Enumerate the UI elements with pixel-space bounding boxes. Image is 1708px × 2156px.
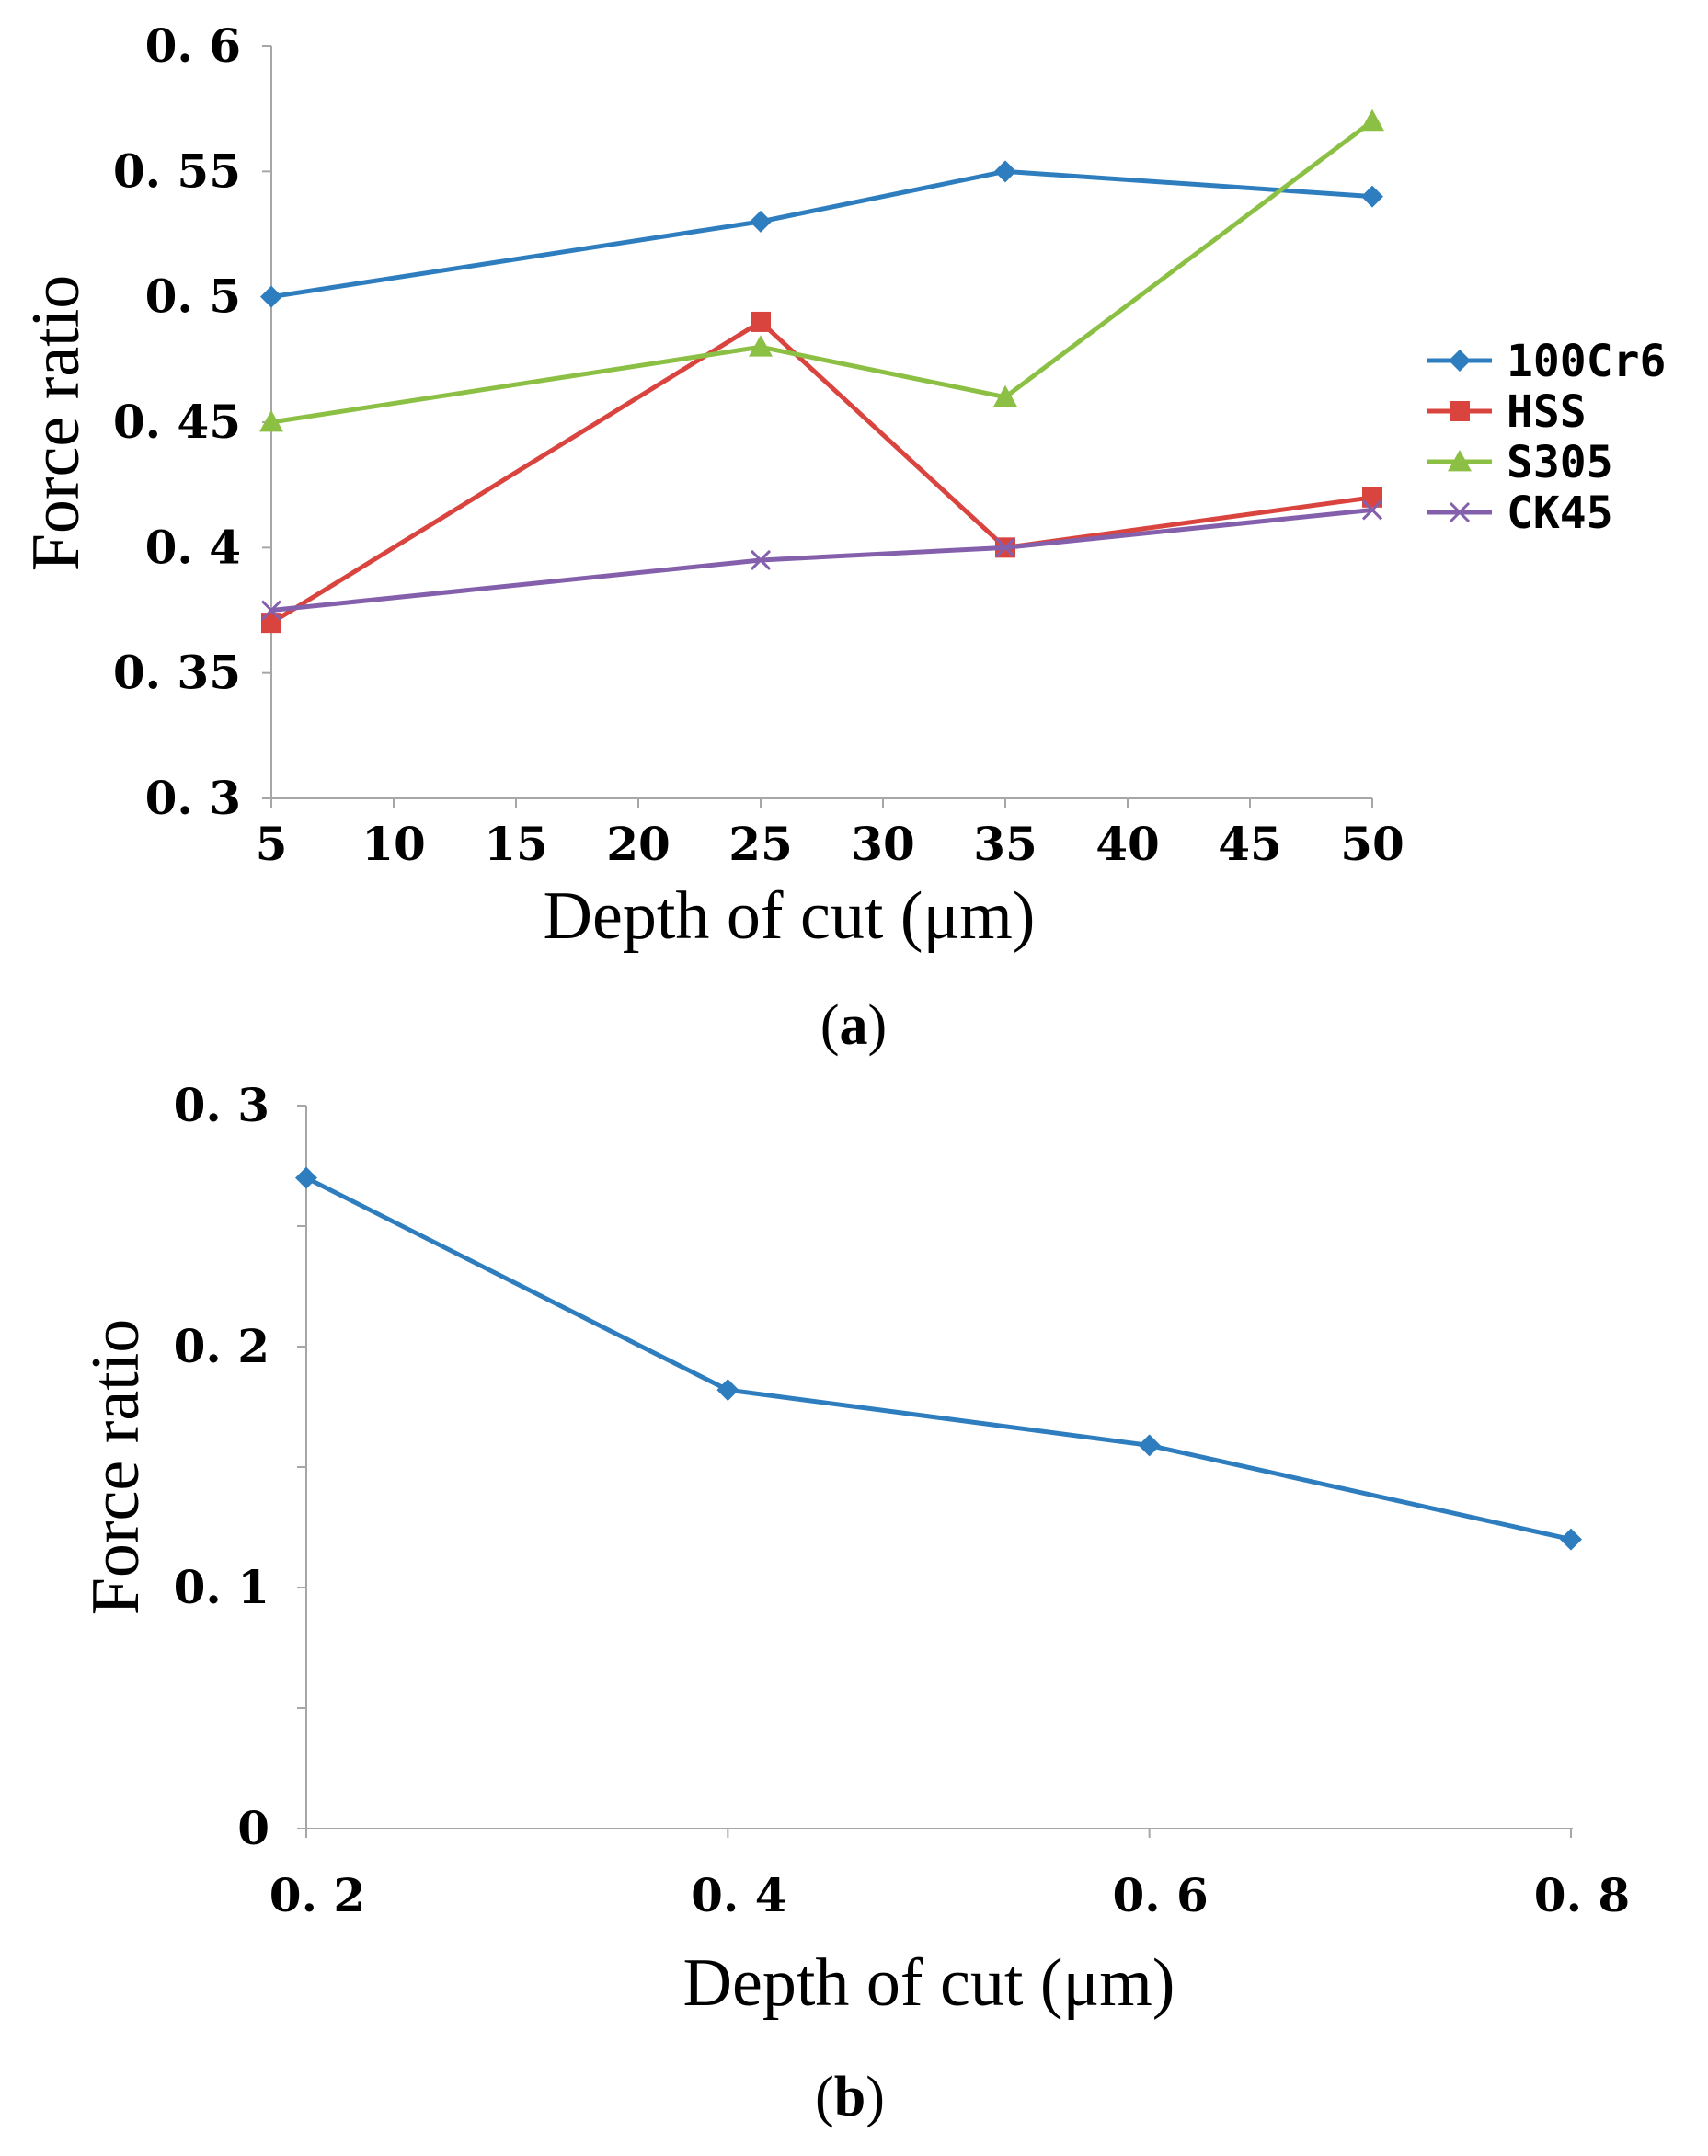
panel-a-caption: (a) xyxy=(820,994,887,1057)
panel-a-y-ticks: 0. 3 0. 35 0. 4 0. 45 0. 5 0. 55 0. 6 xyxy=(113,18,271,825)
legend-item: HSS xyxy=(1427,386,1587,438)
legend-item: 100Cr6 xyxy=(1427,336,1666,387)
data-point xyxy=(1138,1434,1161,1457)
panel-a-x-tick-label: 20 xyxy=(606,817,671,871)
panel-b-series xyxy=(295,1166,1582,1551)
panel-a-letter: a xyxy=(840,994,868,1057)
data-point xyxy=(259,410,283,432)
panel-b-y-tick-label: 0. 2 xyxy=(174,1319,269,1373)
panel-a-x-tick-label: 45 xyxy=(1218,817,1282,871)
data-point xyxy=(716,1379,739,1402)
data-point xyxy=(260,285,282,308)
panel-b-series-force-ratio xyxy=(295,1166,1582,1551)
panel-b-x-tick-label: 0. 4 xyxy=(691,1868,786,1922)
panel-a-y-tick-label: 0. 6 xyxy=(145,18,241,73)
panel-b-x-tick-label: 0. 6 xyxy=(1112,1868,1208,1922)
series-line xyxy=(270,168,1373,300)
data-point xyxy=(1361,185,1383,208)
panel-a-series xyxy=(259,109,1384,634)
legend-item: S305 xyxy=(1427,437,1613,488)
panel-b-x-ticks: 0. 2 0. 4 0. 6 0. 8 xyxy=(269,1829,1630,1922)
data-point xyxy=(994,537,1016,558)
data-point xyxy=(750,210,772,233)
panel-a-y-tick-label: 0. 3 xyxy=(145,771,241,825)
panel-a-series-ck45 xyxy=(260,499,1383,621)
panel-a-x-tick-label: 15 xyxy=(484,817,548,871)
panel-b-x-tick-label: 0. 2 xyxy=(269,1868,365,1922)
chart-panel-a: 0. 3 0. 35 0. 4 0. 45 0. 5 0. 55 0. 6 5 10 15 20 2… xyxy=(18,18,1666,1057)
panel-a-x-tick-label: 35 xyxy=(973,817,1037,871)
data-point xyxy=(751,311,771,332)
data-point xyxy=(1560,1528,1582,1551)
panel-a-x-tick-label: 5 xyxy=(256,817,288,871)
panel-a-y-tick-label: 0. 35 xyxy=(113,646,241,700)
panel-b-x-axis-title: Depth of cut (μm) xyxy=(683,1945,1175,2021)
panel-a-y-tick-label: 0. 55 xyxy=(113,143,241,198)
panel-b-y-tick-label: 0. 1 xyxy=(174,1560,269,1614)
panel-b-y-ticks: 0 0. 1 0. 2 0. 3 xyxy=(174,1078,306,1855)
data-point xyxy=(993,384,1017,407)
data-point xyxy=(260,600,282,621)
panel-b-y-tick-label: 0 xyxy=(237,1801,269,1855)
legend-marker xyxy=(1450,401,1470,421)
panel-a-series-100cr6 xyxy=(260,160,1383,308)
panel-b-caption: (b) xyxy=(815,2066,885,2128)
data-point xyxy=(261,613,281,634)
panel-a-x-tick-label: 50 xyxy=(1340,817,1404,871)
data-point xyxy=(750,549,772,571)
series-line xyxy=(270,507,1373,613)
legend-item: CK45 xyxy=(1427,487,1613,539)
panel-a-x-tick-label: 10 xyxy=(361,817,426,871)
panel-b-letter: b xyxy=(834,2066,865,2128)
data-point xyxy=(994,160,1016,183)
data-point xyxy=(295,1166,317,1189)
legend-label: CK45 xyxy=(1507,487,1613,539)
data-point xyxy=(1360,109,1384,132)
panel-a-series-s305 xyxy=(259,109,1384,432)
panel-a-x-ticks: 5 10 15 20 25 30 35 40 45 50 xyxy=(256,798,1404,871)
data-point xyxy=(1361,499,1383,521)
series-line xyxy=(269,319,1373,625)
panel-a-y-axis-title: Force ratio xyxy=(18,275,94,572)
legend-marker xyxy=(1449,350,1471,372)
legend-label: HSS xyxy=(1507,386,1587,438)
panel-b-x-tick-label: 0. 8 xyxy=(1534,1868,1630,1922)
data-point xyxy=(1362,487,1382,508)
legend-label: S305 xyxy=(1507,437,1613,488)
data-point xyxy=(749,335,773,357)
panel-a-y-tick-label: 0. 5 xyxy=(145,270,241,324)
panel-a-y-tick-label: 0. 4 xyxy=(145,520,241,574)
chart-panel-b: 0 0. 1 0. 2 0. 3 0. 2 0. 4 0. 6 0. 8 Depth of … xyxy=(78,1078,1630,2128)
panel-a-x-axis-title: Depth of cut (μm) xyxy=(544,878,1036,954)
series-line xyxy=(304,1175,1572,1542)
panel-a-y-tick-label: 0. 45 xyxy=(113,395,241,449)
panel-b-y-tick-label: 0. 3 xyxy=(174,1078,269,1132)
panel-b-y-axis-title: Force ratio xyxy=(78,1319,154,1616)
panel-b-axes: 0 0. 1 0. 2 0. 3 0. 2 0. 4 0. 6 0. 8 xyxy=(174,1078,1631,1922)
legend-marker xyxy=(1449,501,1471,523)
panel-a-x-tick-label: 30 xyxy=(851,817,915,871)
panel-a-axes: 0. 3 0. 35 0. 4 0. 45 0. 5 0. 55 0. 6 5 10 15 20 2… xyxy=(113,18,1404,871)
panel-a-x-tick-label: 40 xyxy=(1095,817,1160,871)
panel-a-x-tick-label: 25 xyxy=(728,817,793,871)
legend-marker xyxy=(1448,450,1472,472)
series-line xyxy=(270,119,1374,425)
legend-label: 100Cr6 xyxy=(1507,336,1666,387)
